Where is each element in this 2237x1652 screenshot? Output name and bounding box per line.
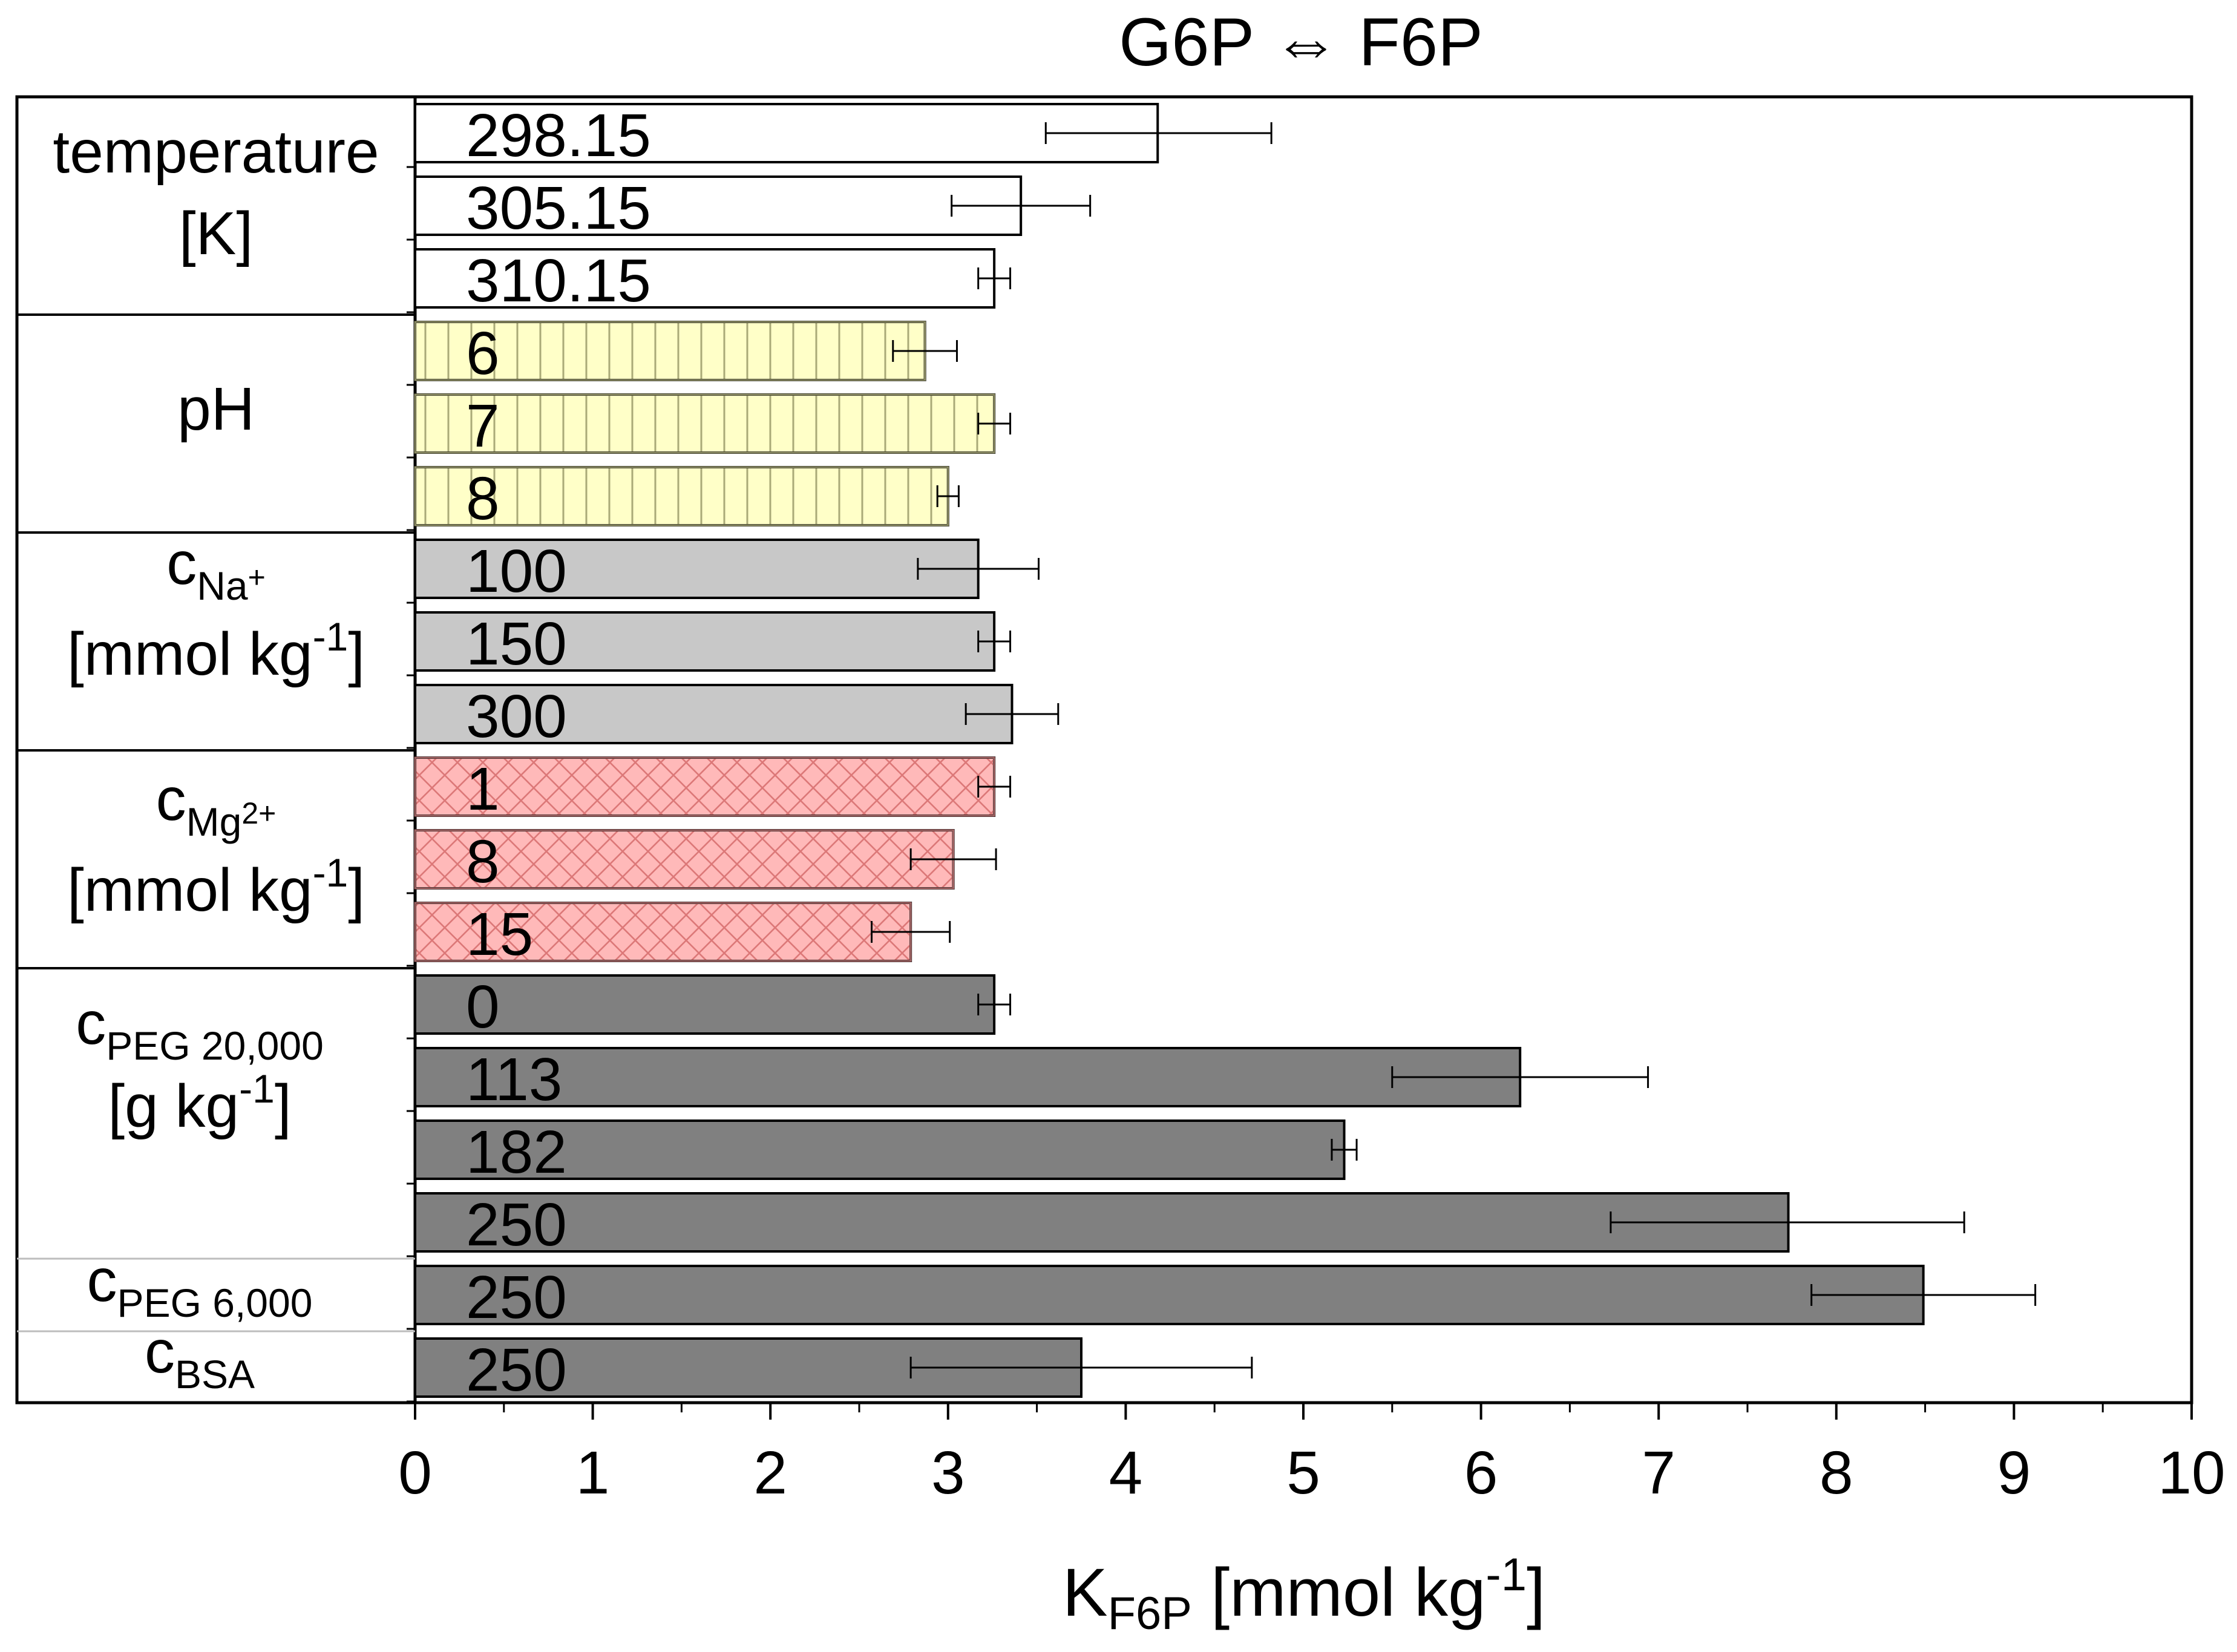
bar-label: 1 <box>466 755 500 823</box>
bar-label: 250 <box>466 1191 567 1259</box>
group-label-temperature: temperature <box>53 118 379 186</box>
bar-label: 305.15 <box>466 174 651 242</box>
bar-hatch <box>416 759 994 815</box>
x-tick-label: 1 <box>576 1439 610 1507</box>
group-label-bsa: cBSA <box>145 1318 255 1397</box>
group-label-peg20000: cPEG 20,000 <box>76 989 324 1068</box>
bar-label: 150 <box>466 610 567 678</box>
bar-peg20000-250 <box>414 1192 1790 1253</box>
x-axis: 0 1 2 3 4 5 6 7 8 9 10 <box>398 1403 2226 1507</box>
group-label-na: cNa+ <box>166 529 266 608</box>
x-tick-label: 4 <box>1109 1439 1143 1507</box>
group-label-ph: pH <box>177 375 255 443</box>
bar-hatch <box>416 323 924 379</box>
x-tick-label: 0 <box>398 1439 432 1507</box>
bar-label: 15 <box>466 900 533 968</box>
bar-peg20000-113 <box>414 1047 1522 1107</box>
bar-peg20000-182 <box>414 1119 1346 1180</box>
axes-frame <box>15 95 2193 1405</box>
x-tick-label: 2 <box>753 1439 787 1507</box>
bars: 298.15305.15310.156781001503001815011318… <box>414 102 2037 1404</box>
bar-hatch <box>416 831 952 887</box>
group-label-mg: cMg2+ <box>156 765 277 844</box>
bar-label: 7 <box>466 392 500 460</box>
bar-hatch <box>416 468 947 524</box>
bar-na-150 <box>414 611 996 672</box>
bar-label: 298.15 <box>466 102 651 169</box>
bar-temperature-298.15 <box>414 103 1159 163</box>
bar-label: 0 <box>466 973 500 1041</box>
x-axis-label: KF6P [mmol kg-1] <box>1063 1549 1545 1639</box>
x-tick-label: 7 <box>1642 1439 1675 1507</box>
group-label-mg: [mmol kg-1] <box>67 850 365 924</box>
bar-label: 8 <box>466 465 500 533</box>
x-tick-label: 3 <box>931 1439 965 1507</box>
x-tick-label: 6 <box>1464 1439 1498 1507</box>
group-label-temperature: [K] <box>179 200 253 267</box>
bar-label: 310.15 <box>466 247 651 315</box>
bar-label: 113 <box>466 1046 562 1113</box>
group-label-peg6000: cPEG 6,000 <box>87 1247 313 1325</box>
bar-label: 6 <box>466 320 500 387</box>
x-tick-label: 9 <box>1997 1439 2031 1507</box>
x-tick-label: 8 <box>1819 1439 1853 1507</box>
group-label-na: [mmol kg-1] <box>67 614 365 688</box>
bar-label: 8 <box>466 828 500 896</box>
bar-hatch <box>416 904 910 960</box>
bar-label: 300 <box>466 683 567 750</box>
bar-label: 182 <box>466 1118 567 1186</box>
bar-na-100 <box>414 539 980 599</box>
bar-hatch <box>416 396 994 451</box>
x-tick-label: 5 <box>1286 1439 1320 1507</box>
bar-peg6000-250 <box>414 1265 1925 1325</box>
bar-label: 250 <box>466 1264 567 1331</box>
bar-label: 250 <box>466 1336 567 1404</box>
chart-title: G6P ⇔ F6P <box>1119 4 1483 80</box>
x-tick-label: 10 <box>2158 1439 2225 1507</box>
bar-label: 100 <box>466 537 567 605</box>
bar-peg20000-0 <box>414 974 996 1035</box>
group-label-peg20000: [g kg-1] <box>108 1066 291 1140</box>
bar-temperature-305.15 <box>414 175 1023 236</box>
